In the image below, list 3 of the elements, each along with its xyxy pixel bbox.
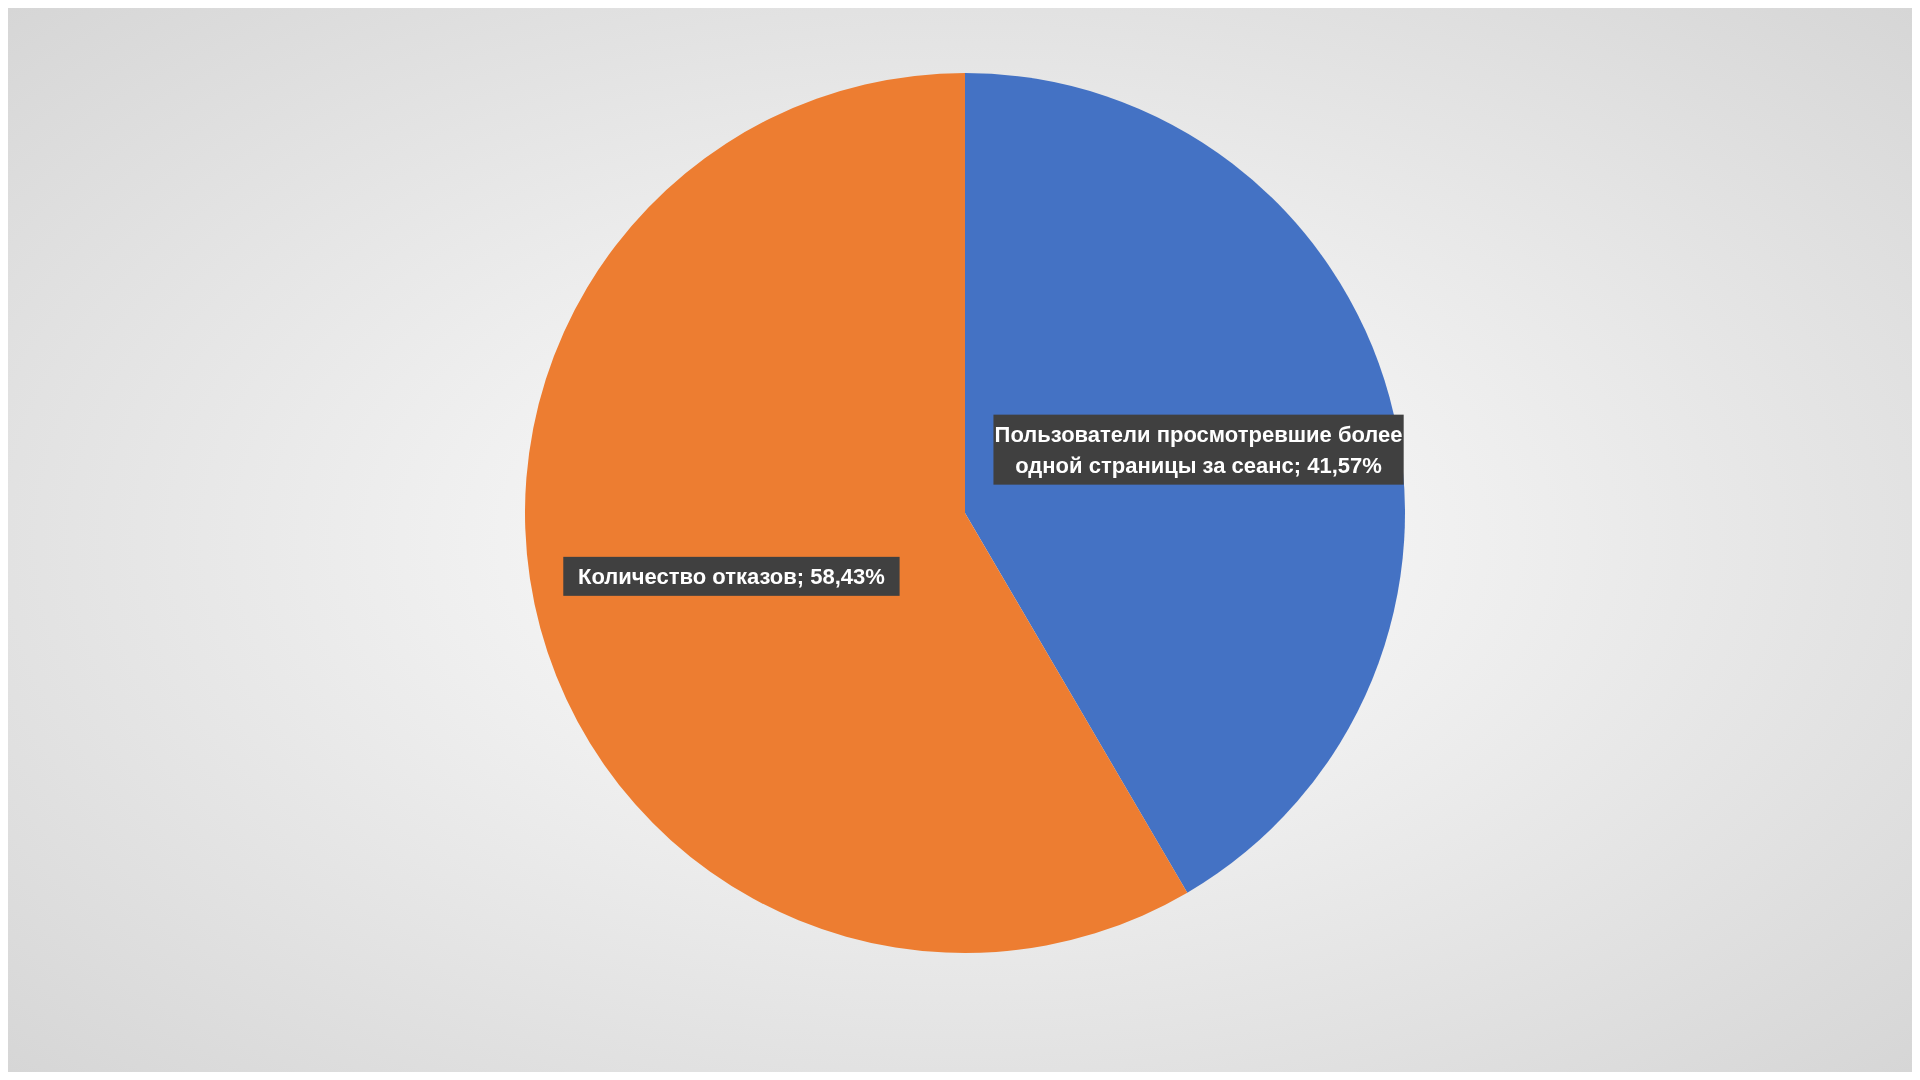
pie-slice xyxy=(965,73,1405,893)
slice-label: Количество отказов; 58,43% xyxy=(577,564,885,590)
slice-label: Пользователи просмотревшие более одной страницы за сеанс; 41,57% xyxy=(994,421,1403,478)
